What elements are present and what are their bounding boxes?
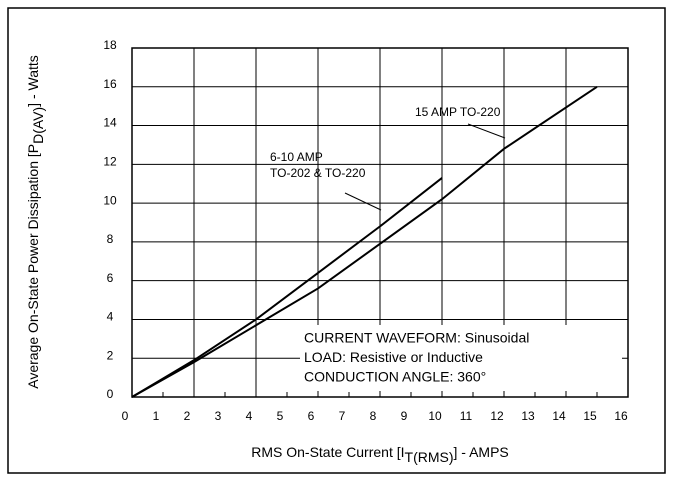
series-line [131, 85, 598, 398]
label-part: ] - Watts [25, 55, 41, 107]
annotation: LOAD: Resistive or Inductive [304, 349, 483, 365]
series-label: TO-202 & TO-220 [270, 166, 366, 180]
x-tick-label: 6 [308, 409, 315, 423]
label-part: RMS On-State Current [I [251, 444, 404, 460]
series-label: 6-10 AMP [270, 150, 323, 164]
y-tick-label: 10 [103, 193, 117, 207]
y-tick-label: 16 [103, 77, 117, 91]
y-tick-label: 8 [107, 232, 114, 246]
frame [7, 7, 666, 474]
label-subscript: D(AV) [30, 107, 46, 144]
y-tick-label: 14 [103, 116, 117, 130]
ylabel-axis-label: Average On-State Power Dissipation [PD(A… [25, 55, 46, 389]
x-tick-label: 9 [401, 409, 408, 423]
x-tick-label: 1 [153, 409, 160, 423]
annotation: CONDUCTION ANGLE: 360° [304, 369, 486, 385]
plot-border [131, 47, 629, 398]
x-tick-label: 14 [552, 409, 566, 423]
x-tick-label: 11 [460, 409, 473, 423]
y-tick-label: 4 [107, 310, 114, 324]
leader-line [344, 192, 382, 211]
x-tick-label: 0 [122, 409, 129, 423]
xlabel-axis-label: RMS On-State Current [IT(RMS)] - AMPS [251, 444, 509, 465]
y-tick-label: 12 [103, 155, 117, 169]
x-tick-label: 4 [246, 409, 253, 423]
leader-line [467, 123, 506, 139]
x-tick-label: 3 [215, 409, 222, 423]
y-tick-label: 6 [107, 271, 114, 285]
y-tick-label: 2 [107, 348, 114, 362]
label-part: ] - AMPS [454, 444, 509, 460]
x-tick-label: 13 [521, 409, 535, 423]
marks [131, 85, 622, 398]
x-tick-label: 16 [614, 409, 628, 423]
x-tick-label: 8 [370, 409, 377, 423]
label-part: Average On-State Power Dissipation [P [25, 144, 41, 389]
annotation: CURRENT WAVEFORM: Sinusoidal [304, 330, 529, 346]
x-tick-label: 12 [490, 409, 504, 423]
y-tick-label: 18 [103, 38, 117, 52]
x-tick-label: 15 [583, 409, 597, 423]
label-subscript: T(RMS) [405, 449, 454, 465]
annotation-box [300, 325, 622, 391]
series-line [131, 177, 443, 398]
x-tick-label: 2 [184, 409, 191, 423]
x-tick-label: 10 [428, 409, 442, 423]
series-label: 15 AMP TO-220 [415, 105, 501, 119]
x-tick-label: 5 [277, 409, 284, 423]
y-tick-label: 0 [107, 387, 114, 401]
x-tick-label: 7 [339, 409, 346, 423]
